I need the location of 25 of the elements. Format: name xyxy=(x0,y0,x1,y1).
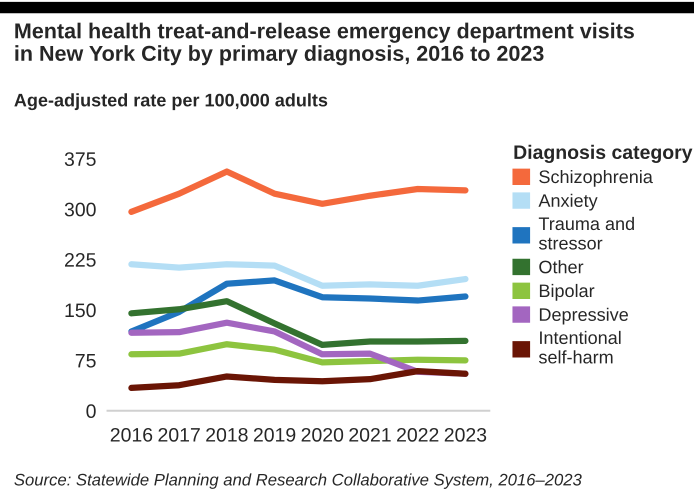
y-tick-label: 375 xyxy=(64,152,96,166)
y-tick-label: 75 xyxy=(76,354,96,368)
y-tick-label: 0 xyxy=(86,404,96,418)
source-note: Source: Statewide Planning and Research Collaborative System, 2016–2023 xyxy=(14,473,582,489)
legend-title: Diagnosis category xyxy=(514,144,692,163)
legend-label: Anxiety xyxy=(538,194,598,211)
legend-label: Depressive xyxy=(540,308,628,325)
legend-label: Other xyxy=(539,260,584,274)
legend-label: Bipolar xyxy=(540,284,594,301)
y-tick-label: 300 xyxy=(64,202,96,216)
x-tick-label: 2017 xyxy=(158,428,200,442)
legend-label: Trauma and stressor xyxy=(538,216,634,250)
legend-label: Intentional self-harm xyxy=(538,330,621,364)
x-tick-label: 2023 xyxy=(444,428,486,442)
legend-label: Schizophrenia xyxy=(539,170,653,187)
y-tick-label: 150 xyxy=(66,303,96,318)
x-tick-label: 2018 xyxy=(206,428,248,442)
chart-title: Mental health treat-and-release emergency department visits in New York City by primary diagnosis, 2016 to 2023 xyxy=(15,22,634,66)
chart-subtitle: Age-adjusted rate per 100,000 adults xyxy=(14,93,328,110)
x-tick-label: 2022 xyxy=(397,428,438,442)
x-tick-label: 2021 xyxy=(349,428,391,442)
y-tick-label: 225 xyxy=(65,253,96,267)
x-tick-label: 2019 xyxy=(254,428,296,442)
x-tick-label: 2016 xyxy=(110,428,152,442)
x-tick-label: 2020 xyxy=(302,428,344,442)
